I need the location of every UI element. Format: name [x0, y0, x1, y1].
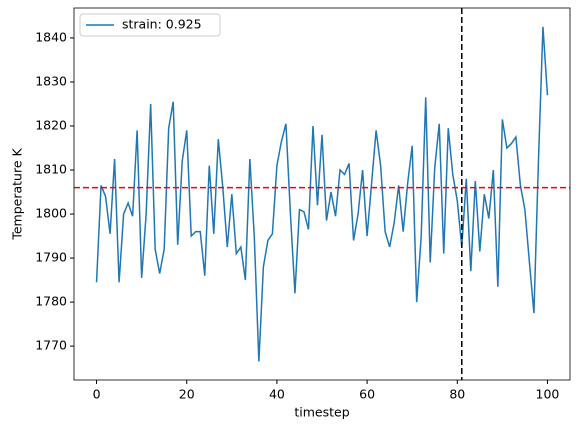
y-tick-label: 1800 [35, 206, 67, 221]
x-axis-label: timestep [294, 405, 349, 420]
plot-frame [73, 7, 571, 381]
x-tick-label: 100 [536, 387, 560, 402]
x-tick-label: 20 [179, 387, 195, 402]
y-tick-label: 1840 [35, 29, 67, 44]
y-tick-label: 1790 [35, 250, 67, 265]
x-tick-label: 40 [269, 387, 285, 402]
x-tick-label: 0 [93, 387, 101, 402]
y-tick-label: 1820 [35, 117, 67, 132]
legend-label: strain: 0.925 [122, 17, 202, 32]
x-tick-label: 60 [359, 387, 375, 402]
y-tick-label: 1770 [35, 338, 67, 353]
y-axis-label: Temperature K [10, 148, 25, 241]
y-tick-label: 1830 [35, 73, 67, 88]
y-tick-label: 1780 [35, 294, 67, 309]
legend-box [79, 13, 221, 37]
y-tick-label: 1810 [35, 162, 67, 177]
data-line [95, 26, 549, 362]
x-tick-label: 80 [449, 387, 465, 402]
